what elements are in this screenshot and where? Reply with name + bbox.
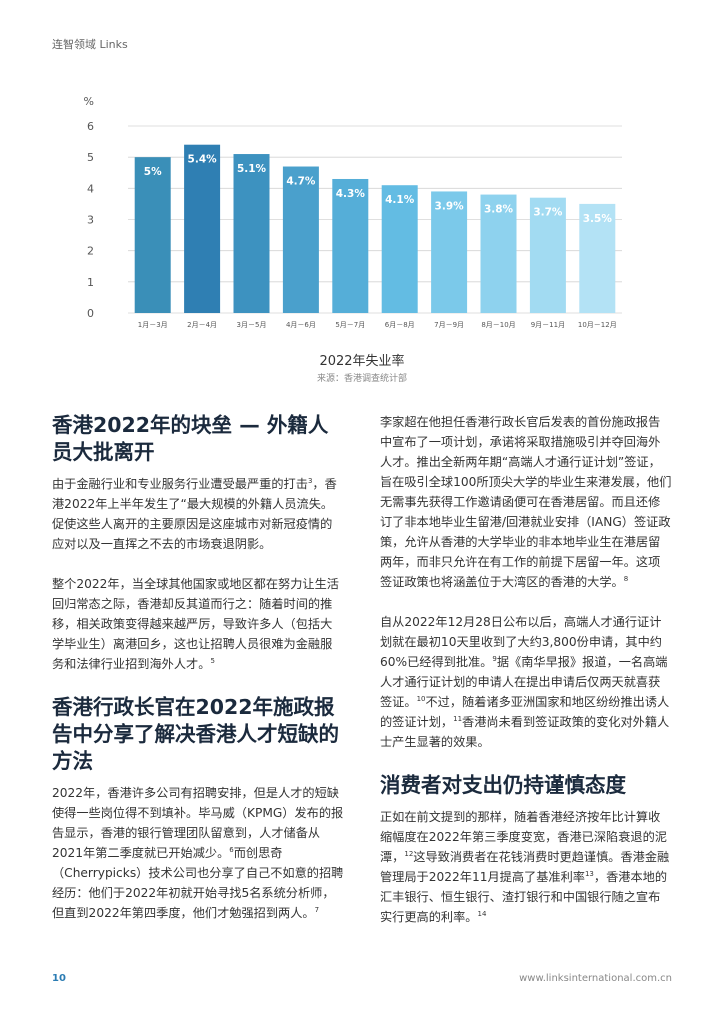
footnote-ref: 12 (404, 849, 414, 858)
y-tick-label: 3 (87, 214, 94, 227)
page-number: 10 (52, 973, 66, 984)
heading-expat-exodus: 香港2022年的块垒 — 外籍人员大批离开 (52, 413, 329, 464)
footnote-ref: 7 (314, 905, 320, 914)
chart-title: 2022年失业率 (319, 354, 405, 369)
y-tick-label: 0 (87, 307, 94, 320)
footnote-ref: 9 (492, 654, 497, 663)
x-tick-label: 9月－11月 (531, 321, 565, 329)
data-label: 3.7% (533, 207, 563, 219)
heading-policy-address: 香港行政长官在2022年施政报告中分享了解决香港人才短缺的方法 (52, 695, 339, 773)
data-label: 3.8% (484, 204, 514, 216)
y-axis-unit: % (84, 95, 94, 108)
y-tick-label: 1 (87, 276, 94, 289)
x-tick-label: 3月－5月 (237, 321, 267, 329)
footnote-ref: 10 (416, 694, 426, 703)
bar (381, 185, 418, 313)
paragraph-scheme-applications: 自从2022年12月28日公布以后，高端人才通行证计划就在最初10天里收到了大约… (380, 615, 670, 749)
data-label: 4.1% (385, 194, 415, 206)
data-label: 3.5% (583, 213, 613, 225)
footnote-ref: 3 (307, 476, 313, 485)
x-tick-label: 7月－9月 (434, 321, 464, 329)
x-tick-label: 10月－12月 (578, 321, 617, 329)
x-tick-label: 1月－3月 (138, 321, 168, 329)
data-label: 5% (144, 166, 162, 178)
footnote-ref: 13 (584, 869, 594, 878)
bar (332, 178, 369, 313)
data-label: 3.9% (435, 200, 465, 212)
y-tick-label: 6 (87, 120, 94, 133)
heading-consumer-caution: 消费者对支出仍持谨慎态度 (380, 773, 626, 797)
paragraph-consumer-spending: 正如在前文提到的那样，随着香港经济按年比计算收缩幅度在2022年第三季度变宽，香… (380, 810, 670, 924)
x-tick-label: 2月－4月 (187, 321, 217, 329)
bar (529, 197, 566, 313)
x-tick-label: 5月－7月 (335, 321, 365, 329)
x-tick-label: 4月－6月 (286, 321, 316, 329)
y-tick-label: 2 (87, 245, 94, 258)
x-tick-label: 8月－10月 (481, 321, 515, 329)
x-tick-label: 6月－8月 (385, 321, 415, 329)
paragraph-talent-scheme: 李家超在他担任香港行政长官后发表的首份施政报告中宣布了一项计划，承诺将采取措施吸… (380, 415, 672, 589)
y-tick-label: 5 (87, 151, 94, 164)
running-header: 连智领域 Links (52, 38, 128, 51)
paragraph-talent-shortage: 2022年，香港许多公司有招聘安排，但是人才的短缺使得一些岗位得不到填补。毕马威… (52, 786, 344, 920)
footnote-ref: 11 (453, 714, 463, 723)
bar (233, 154, 270, 313)
footnote-ref: 5 (210, 656, 215, 665)
bar (431, 191, 468, 313)
footnote-ref: 14 (477, 909, 487, 918)
bar (579, 203, 616, 313)
bar (134, 157, 171, 313)
footnote-ref: 8 (623, 574, 629, 583)
paragraph-exodus-2: 整个2022年，当全球其他国家或地区都在努力让生活回归常态之际，香港却反其道而行… (52, 577, 339, 671)
bar (282, 166, 319, 313)
y-tick-label: 4 (87, 182, 94, 195)
right-column: 李家超在他担任香港行政长官后发表的首份施政报告中宣布了一项计划，承诺将采取措施吸… (380, 412, 672, 927)
unemployment-chart: 0 1 2 3 4 5 6% 5% 1月－3月 5.4% 2月－4月 5.1% 3月－5月 4.7% 4月－… (0, 0, 724, 400)
data-label: 5.1% (237, 163, 267, 175)
data-label: 5.4% (188, 154, 218, 166)
bar (480, 194, 517, 313)
footer-url: www.linksinternational.com.cn (519, 973, 672, 984)
data-label: 4.7% (286, 176, 316, 188)
bar-chart-svg: 0 1 2 3 4 5 6% 5% 1月－3月 5.4% 2月－4月 5.1% 3月－5月 4.7% 4月－… (84, 95, 622, 329)
left-column: 香港2022年的块垒 — 外籍人员大批离开 由于金融行业和专业服务行业遭受最严重… (52, 412, 344, 923)
data-label: 4.3% (336, 188, 366, 200)
bar (184, 144, 221, 313)
paragraph-exodus-1: 由于金融行业和专业服务行业遭受最严重的打击3，香港2022年上半年发生了“最大规… (52, 476, 337, 551)
chart-source: 来源：香港调查统计部 (316, 374, 407, 384)
footnote-ref: 6 (229, 845, 234, 854)
